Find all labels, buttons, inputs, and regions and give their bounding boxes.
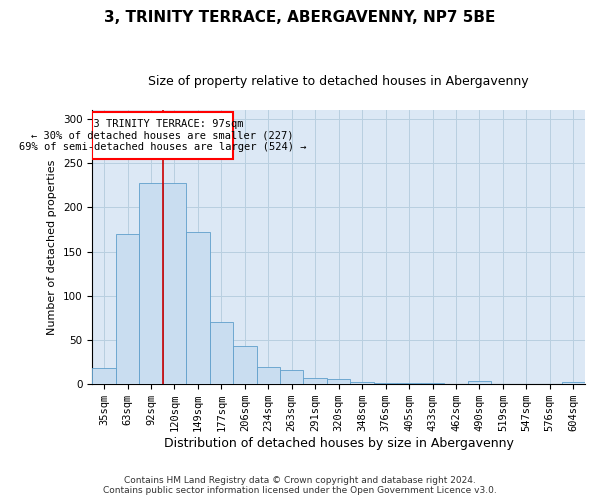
FancyBboxPatch shape <box>92 112 233 158</box>
Title: Size of property relative to detached houses in Abergavenny: Size of property relative to detached ho… <box>148 75 529 88</box>
Bar <box>257 368 280 384</box>
Bar <box>209 322 233 384</box>
Bar <box>280 370 304 384</box>
Bar <box>92 368 116 384</box>
Bar <box>139 182 163 384</box>
Text: 3 TRINITY TERRACE: 97sqm
← 30% of detached houses are smaller (227)
69% of semi-: 3 TRINITY TERRACE: 97sqm ← 30% of detach… <box>19 118 307 152</box>
Bar <box>350 382 374 384</box>
Bar <box>467 380 491 384</box>
Bar <box>562 382 585 384</box>
Y-axis label: Number of detached properties: Number of detached properties <box>47 160 57 335</box>
Bar <box>163 182 186 384</box>
Bar <box>116 234 139 384</box>
Text: Contains HM Land Registry data © Crown copyright and database right 2024.
Contai: Contains HM Land Registry data © Crown c… <box>103 476 497 495</box>
Bar <box>186 232 209 384</box>
X-axis label: Distribution of detached houses by size in Abergavenny: Distribution of detached houses by size … <box>164 437 514 450</box>
Bar <box>327 379 350 384</box>
Bar <box>304 378 327 384</box>
Text: 3, TRINITY TERRACE, ABERGAVENNY, NP7 5BE: 3, TRINITY TERRACE, ABERGAVENNY, NP7 5BE <box>104 10 496 25</box>
Bar <box>233 346 257 384</box>
